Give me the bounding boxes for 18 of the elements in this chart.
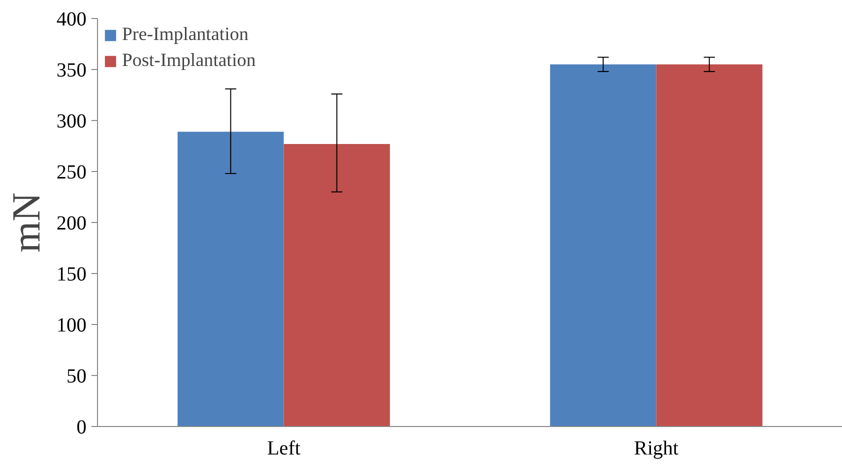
- y-axis-title: mN: [4, 192, 48, 252]
- y-tick-label: 350: [56, 60, 86, 82]
- y-tick-label: 100: [56, 314, 86, 336]
- y-tick-label: 400: [56, 8, 86, 30]
- legend-label: Pre-Implantation: [122, 24, 248, 46]
- x-tick-label: Left: [267, 438, 301, 460]
- y-tick-label: 300: [56, 110, 86, 132]
- bar: [656, 64, 762, 426]
- y-tick-label: 50: [66, 366, 86, 388]
- y-tick-label: 0: [76, 416, 86, 438]
- y-tick-label: 250: [56, 162, 86, 184]
- legend-label: Post-Implantation: [122, 50, 256, 72]
- y-tick-label: 150: [56, 264, 86, 286]
- bar: [178, 132, 284, 426]
- y-tick-label: 200: [56, 212, 86, 234]
- x-tick-label: Right: [634, 438, 679, 460]
- bar: [284, 144, 390, 426]
- bar: [550, 64, 656, 426]
